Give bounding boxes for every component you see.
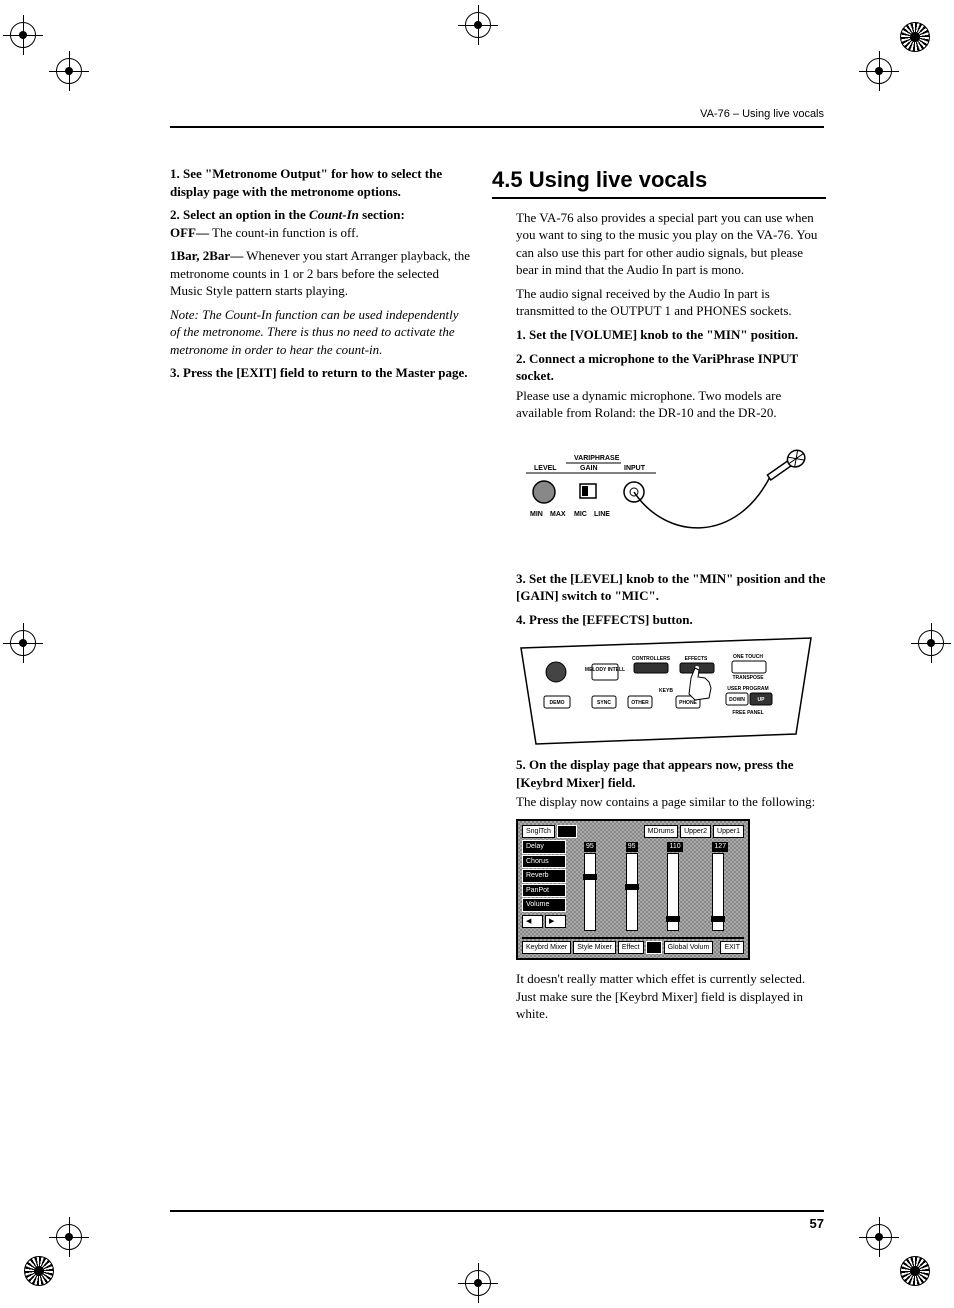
left-column: 1. See "Metronome Output" for how to sel… — [170, 165, 470, 388]
section-heading: 4.5 Using live vocals — [492, 165, 826, 195]
step-1-volume: 1. Set the [VOLUME] knob to the "MIN" po… — [516, 326, 826, 344]
text: The count-in function is off. — [209, 225, 359, 240]
mixer-exit-button: EXIT — [720, 941, 744, 954]
button-controllers — [634, 663, 668, 673]
closing-para: It doesn't really matter which effet is … — [516, 970, 826, 1023]
label-gain: GAIN — [580, 465, 598, 472]
step-5-keybrd-mixer: 5. On the display page that appears now,… — [516, 756, 826, 791]
label-max: MAX — [550, 511, 566, 518]
mixer-row-label: Reverb — [522, 869, 566, 882]
page-number: 57 — [810, 1216, 824, 1231]
mixer-bottom-tab — [646, 941, 662, 954]
mixer-slider — [626, 853, 638, 931]
mixer-slider — [712, 853, 724, 931]
svg-text:SYNC: SYNC — [597, 700, 611, 706]
crop-mark-tc — [465, 12, 491, 38]
mixer-slider — [584, 853, 596, 931]
button-one-touch — [732, 661, 766, 673]
label-min: MIN — [530, 511, 543, 518]
mixer-nav-right: ▶ — [545, 915, 566, 928]
svg-text:EFFECTS: EFFECTS — [685, 656, 708, 662]
crop-star-tr — [900, 22, 930, 52]
crop-star-bl — [24, 1256, 54, 1286]
crop-mark-bl — [56, 1224, 82, 1250]
svg-text:TRANSPOSE: TRANSPOSE — [732, 675, 764, 681]
label-level: LEVEL — [534, 465, 557, 472]
mixer-tab: MDrums — [644, 825, 678, 838]
mixer-row-label: Delay — [522, 840, 566, 853]
step-1-metronome: 1. See "Metronome Output" for how to sel… — [170, 165, 470, 200]
svg-text:DOWN: DOWN — [729, 697, 745, 703]
mic-cable — [634, 475, 771, 528]
svg-text:DEMO: DEMO — [550, 700, 565, 706]
svg-text:CONTROLLERS: CONTROLLERS — [632, 656, 671, 662]
right-column: 4.5 Using live vocals The VA-76 also pro… — [492, 165, 826, 1029]
step-3-exit: 3. Press the [EXIT] field to return to t… — [170, 364, 470, 382]
mixer-tab: Upper1 — [713, 825, 744, 838]
step-4-effects: 4. Press the [EFFECTS] button. — [516, 611, 826, 629]
mixer-bottom-tab: Global Volum — [664, 941, 714, 954]
step-2-body: Please use a dynamic microphone. Two mod… — [516, 387, 826, 422]
text: 1Bar, 2Bar— — [170, 248, 243, 263]
mixer-bottom-tab: Keybrd Mixer — [522, 941, 571, 954]
option-1bar-2bar: 1Bar, 2Bar— Whenever you start Arranger … — [170, 247, 470, 300]
mixer-tab — [557, 825, 577, 838]
mixer-tab: SnglTch — [522, 825, 555, 838]
svg-text:UP: UP — [758, 697, 766, 703]
option-off: OFF— — [170, 225, 209, 240]
svg-text:OTHER: OTHER — [631, 700, 649, 706]
figure-panel-buttons: DEMO MELODY INTELL CONTROLLERS EFFECTS O… — [516, 636, 816, 746]
mixer-row-label: Volume — [522, 898, 566, 911]
label-mic: MIC — [574, 511, 587, 518]
text: Count-In — [309, 207, 359, 222]
step-5-body: The display now contains a page similar … — [516, 793, 826, 811]
mixer-tab: Upper2 — [680, 825, 711, 838]
label-input: INPUT — [624, 465, 646, 472]
mixer-value: 127 — [712, 842, 728, 851]
step-3-level-gain: 3. Set the [LEVEL] knob to the "MIN" pos… — [516, 570, 826, 605]
mixer-value: 110 — [667, 842, 682, 851]
crop-mark-tl2 — [10, 22, 36, 48]
crop-mark-ml — [10, 630, 36, 656]
svg-text:PHONE: PHONE — [679, 700, 697, 706]
footer-rule — [170, 1210, 824, 1212]
text: section: — [359, 207, 405, 222]
figure-mixer-display: SnglTch MDrums Upper2 Upper1 Delay Choru… — [516, 819, 826, 960]
svg-text:MELODY INTELL: MELODY INTELL — [585, 667, 625, 673]
microphone-icon — [765, 447, 809, 484]
svg-text:USER PROGRAM: USER PROGRAM — [727, 686, 768, 692]
svg-text:KEYB: KEYB — [659, 688, 673, 694]
crop-mark-mr — [918, 630, 944, 656]
crop-mark-tr — [866, 58, 892, 84]
section-rule — [492, 197, 826, 199]
step-2-countin: 2. Select an option in the Count-In sect… — [170, 206, 470, 241]
note-countin: Note: The Count-In function can be used … — [170, 306, 470, 359]
intro-para-2: The audio signal received by the Audio I… — [516, 285, 826, 320]
mixer-value: 95 — [626, 842, 638, 851]
mixer-nav-left: ◀ — [522, 915, 543, 928]
mixer-bottom-tab: Effect — [618, 941, 644, 954]
page-header: VA-76 – Using live vocals — [700, 108, 824, 120]
mixer-row-label: Chorus — [522, 855, 566, 868]
crop-mark-bc — [465, 1270, 491, 1296]
mixer-slider — [667, 853, 679, 931]
intro-para-1: The VA-76 also provides a special part y… — [516, 209, 826, 279]
crop-mark-tl — [56, 58, 82, 84]
text: 2. Select an option in the — [170, 207, 309, 222]
knob-level — [533, 481, 555, 503]
crop-star-br — [900, 1256, 930, 1286]
label-variphrase: VARIPHRASE — [574, 455, 620, 462]
header-rule — [170, 126, 824, 128]
figure-mic-panel: LEVEL VARIPHRASE GAIN INPUT MIN MAX MIC … — [516, 430, 816, 560]
crop-mark-br — [866, 1224, 892, 1250]
mixer-value: 95 — [584, 842, 596, 851]
step-2-mic: 2. Connect a microphone to the VariPhras… — [516, 350, 826, 385]
svg-text:FREE PANEL: FREE PANEL — [732, 710, 763, 716]
mixer-bottom-tab: Style Mixer — [573, 941, 616, 954]
svg-text:ONE TOUCH: ONE TOUCH — [733, 654, 763, 660]
mixer-row-label: PanPot — [522, 884, 566, 897]
label-line: LINE — [594, 511, 610, 518]
